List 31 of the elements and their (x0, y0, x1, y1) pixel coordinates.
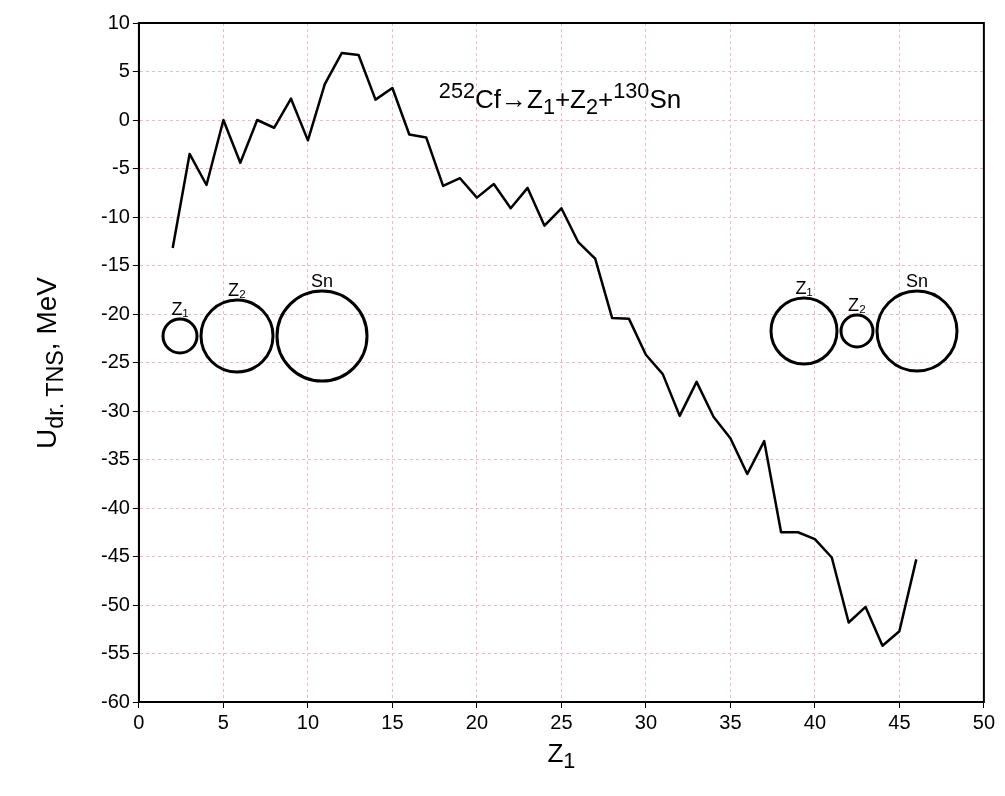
y-tick-label: -20 (101, 301, 130, 324)
y-tick-label: -40 (101, 495, 130, 518)
annotation: $^{252}$Cf→Z$_{1}$+Z$_{2}$+$^{130}$Sn (438, 78, 682, 120)
x-tick-label: 5 (217, 710, 229, 733)
x-tick-label: 15 (381, 710, 404, 733)
y-tick-label: -45 (101, 544, 130, 567)
y-tick-label: -30 (101, 398, 130, 421)
annotation: Z₂ (227, 280, 246, 300)
x-tick-label: 0 (133, 710, 145, 733)
y-tick-label: 5 (118, 59, 130, 82)
y-tick-label: -5 (112, 156, 130, 179)
y-tick-label: -50 (101, 592, 130, 615)
x-axis-title: Z$_{1}$ (547, 738, 576, 775)
x-tick-label: 40 (803, 710, 827, 733)
x-tick-label: 50 (972, 710, 995, 733)
y-tick-label: 10 (107, 10, 130, 33)
y-tick-label: 0 (118, 107, 130, 130)
x-tick-label: 30 (634, 710, 658, 733)
y-tick-label: -55 (101, 641, 130, 664)
y-tick-label: -15 (101, 253, 130, 276)
y-tick-label: -10 (101, 204, 130, 227)
y-tick-label: -25 (101, 350, 130, 373)
annotation: Z₁ (171, 299, 189, 319)
annotation: Sn (310, 271, 333, 291)
x-tick-label: 25 (550, 710, 573, 733)
x-tick-label: 45 (888, 710, 911, 733)
x-tick-label: 20 (465, 710, 489, 733)
x-tick-label: 10 (296, 710, 320, 733)
y-tick-label: -35 (101, 447, 130, 470)
y-tick-label: -60 (101, 689, 130, 712)
x-tick-label: 35 (719, 710, 742, 733)
